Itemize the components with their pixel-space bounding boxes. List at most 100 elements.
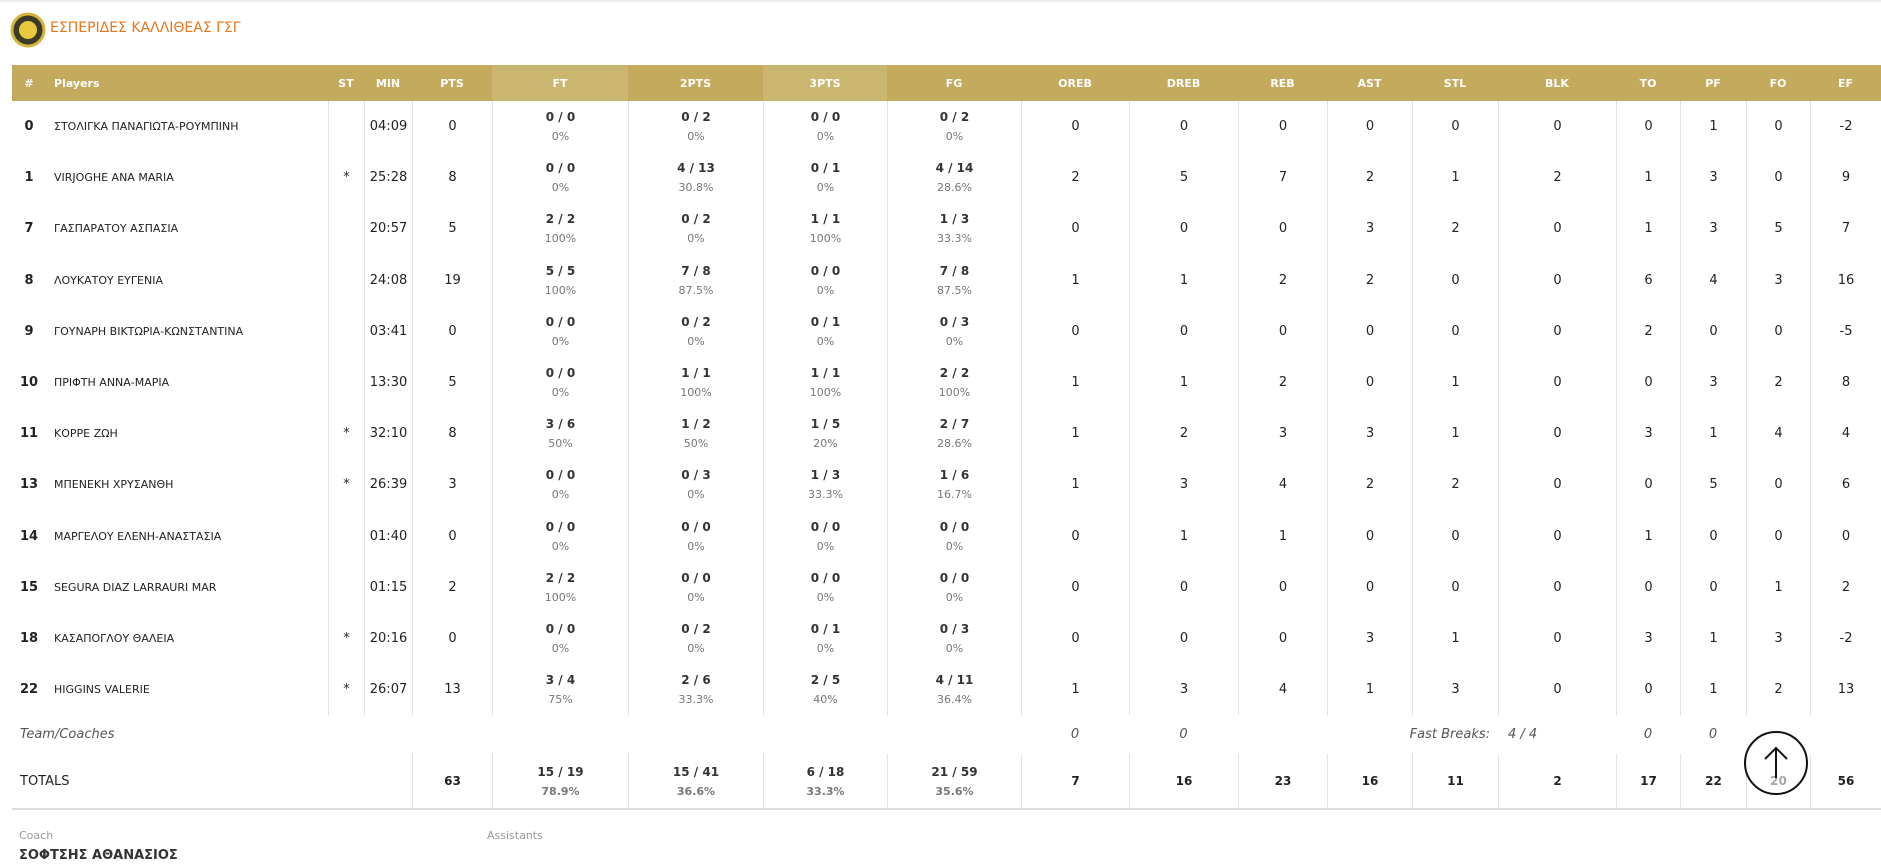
stat-cell: 2: [1616, 305, 1680, 357]
header-cell: 3PTS: [763, 65, 887, 101]
stat-cell: 0: [1327, 561, 1412, 613]
shot-made: 0 / 0: [810, 519, 841, 534]
shot-made: 1 / 1: [810, 366, 841, 381]
stat-cell: 1: [1616, 510, 1680, 562]
stat-cell: 7: [1238, 152, 1327, 204]
stat-cell: 2: [1746, 357, 1810, 409]
stat-cell: 0: [1412, 305, 1498, 357]
stat-cell: 1 / 2 50%: [628, 408, 763, 460]
shot-made: 7 / 8: [681, 263, 711, 278]
stat-cell: 0: [1129, 561, 1238, 613]
stat-cell: 20:57: [364, 203, 412, 255]
shot-pct: 0%: [816, 334, 835, 348]
stat-cell: 7 / 8 87.5%: [628, 254, 763, 306]
header-cell: REB: [1238, 65, 1327, 101]
stat-cell: 0: [1327, 510, 1412, 562]
stat-cell: 2: [1238, 357, 1327, 409]
stat-cell: 0 / 0 0%: [492, 152, 628, 204]
shot-pct: 0%: [945, 334, 964, 348]
shot-made: 0 / 3: [939, 622, 970, 637]
stat-cell: 0: [1498, 459, 1616, 511]
stat-cell: 2: [1238, 254, 1327, 306]
stat-cell: 0: [1412, 254, 1498, 306]
stat-cell: 3 / 6 50%: [492, 408, 628, 460]
stat-cell: 0: [412, 613, 492, 665]
shot-made: 0 / 0: [681, 519, 711, 534]
stat-cell: 3: [1327, 203, 1412, 255]
stat-cell: 9: [1810, 152, 1881, 204]
stat-cell: 3: [1680, 357, 1746, 409]
header-cell: EF: [1810, 65, 1881, 101]
player-name: ΣΤΟΛΙΓΚΑ ΠΑΝΑΓΙΩΤΑ-ΡΟΥΜΠΙΝΗ: [54, 120, 239, 134]
stat-cell: 15: [19, 579, 39, 595]
stat-cell: 1: [1412, 408, 1498, 460]
stat-cell: 0: [1327, 357, 1412, 409]
stat-cell: 1: [1680, 408, 1746, 460]
shot-made: 7 / 8: [939, 263, 970, 278]
stat-cell: 0: [1498, 510, 1616, 562]
shot-made: 0 / 2: [681, 622, 711, 637]
shot-made: 1 / 3: [939, 212, 970, 227]
stat-cell: 7: [24, 221, 34, 237]
stat-cell: 3: [1680, 152, 1746, 204]
stat-cell: 2: [1327, 152, 1412, 204]
team-name: ΕΣΠΕΡΙΔΕΣ ΚΑΛΛΙΘΕΑΣ ΓΣΓ: [50, 20, 241, 36]
stat-cell: 6: [1810, 459, 1881, 511]
player-name: SEGURA DIAZ LARRAURI MAR: [54, 580, 217, 594]
stat-cell: 2: [1021, 152, 1129, 204]
stat-cell: 13:30: [364, 357, 412, 409]
stat-cell: 4: [1238, 664, 1327, 716]
stat-cell: [328, 203, 364, 255]
stat-cell: 0: [1680, 510, 1746, 562]
shot-made: 2 / 7: [939, 417, 970, 432]
stat-cell: 0 / 0 0%: [492, 510, 628, 562]
stat-cell: 24:08: [364, 254, 412, 306]
shot-made: 0 / 0: [545, 468, 576, 483]
stat-cell: 0 / 0 0%: [628, 510, 763, 562]
stat-cell: 5: [1746, 203, 1810, 255]
shot-made: 1 / 2: [681, 417, 711, 432]
stat-cell: 0 / 0 0%: [887, 510, 1021, 562]
shot-made: 0 / 0: [939, 570, 970, 585]
shot-pct: 33.3%: [808, 488, 843, 502]
shot-pct: 100%: [680, 386, 712, 400]
team-cell: 4 / 4: [1508, 727, 1538, 743]
player-name: ΓΟΥΝΑΡΗ ΒΙΚΤΩΡΙΑ-ΚΩΝΣΤΑΝΤΙΝΑ: [54, 324, 244, 338]
stat-cell: 4: [1238, 459, 1327, 511]
stat-cell: 0: [1129, 305, 1238, 357]
shot-made: 4 / 14: [935, 161, 974, 176]
team-cell: Fast Breaks:: [1409, 727, 1490, 743]
stat-cell: 0: [1746, 510, 1810, 562]
stat-cell: 8: [24, 272, 34, 288]
shot-made: 21 / 59: [931, 764, 978, 779]
shot-made: 3 / 6: [545, 417, 576, 432]
total-cell: 15 / 41 36.6%: [628, 754, 763, 809]
stat-cell: 3: [1129, 459, 1238, 511]
total-cell: 11: [1412, 754, 1498, 809]
stat-cell: 3: [1680, 203, 1746, 255]
shot-pct: 0%: [551, 130, 570, 144]
stat-cell: 2: [1412, 459, 1498, 511]
stat-cell: *: [328, 408, 364, 460]
stat-cell: 0: [1746, 101, 1810, 153]
header-cell: FG: [887, 65, 1021, 101]
stat-cell: 25:28: [364, 152, 412, 204]
stat-cell: 0: [1498, 561, 1616, 613]
shot-pct: 75%: [548, 693, 573, 707]
header-cell: MIN: [364, 65, 412, 101]
stat-cell: 0: [1327, 305, 1412, 357]
team-cell: 0: [1070, 727, 1080, 743]
shot-made: 0 / 1: [810, 314, 841, 329]
player-name: ΠΡΙΦΤΗ ΑΝΝΑ-ΜΑΡΙΑ: [54, 376, 170, 390]
scroll-top-button[interactable]: [1741, 728, 1811, 798]
shot-pct: 0%: [816, 539, 835, 553]
shot-pct: 28.6%: [937, 437, 972, 451]
player-name: ΚΟΡΡΕ ΖΩΗ: [54, 427, 118, 441]
shot-pct: 0%: [687, 488, 705, 502]
stat-cell: 1 / 3 33.3%: [887, 203, 1021, 255]
stat-cell: 1 / 1 100%: [628, 357, 763, 409]
shot-pct: 100%: [544, 283, 577, 297]
stat-cell: 0: [1498, 613, 1616, 665]
stat-cell: 2 / 5 40%: [763, 664, 887, 716]
stat-cell: 4: [1680, 254, 1746, 306]
